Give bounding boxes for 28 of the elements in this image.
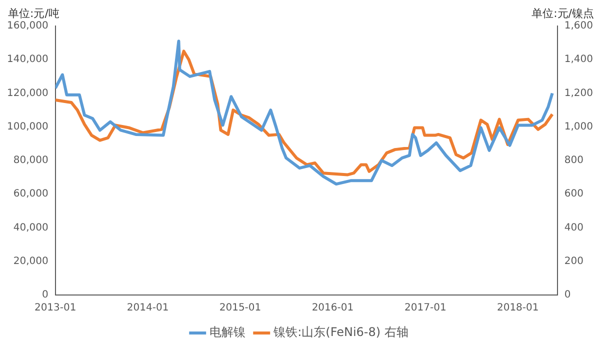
- y-tick-label: 160,000: [6, 20, 48, 32]
- x-tick-label: 2014-01: [126, 302, 169, 314]
- y-tick-label: 60,000: [13, 188, 48, 200]
- legend-label: 电解镍: [210, 325, 246, 340]
- x-tick-label: 2018-01: [496, 302, 539, 314]
- x-tick-label: 2015-01: [219, 302, 262, 314]
- x-tick-label: 2017-01: [404, 302, 446, 314]
- y2-axis-title: 单位:元/镍点: [532, 6, 594, 21]
- x-tick-label: 2013-01: [34, 302, 76, 314]
- x-tick-label: 2016-01: [312, 302, 354, 314]
- y2-tick-label: 1,600: [564, 20, 594, 32]
- y2-tick-label: 400: [564, 222, 584, 234]
- y-tick-label: 100,000: [6, 121, 48, 132]
- y2-tick-label: 1,400: [564, 54, 594, 66]
- y2-tick-label: 200: [564, 256, 584, 267]
- y-tick-label: 40,000: [13, 222, 48, 234]
- y-axis-title: 单位:元/吨: [8, 6, 60, 21]
- y2-tick-label: 600: [564, 188, 584, 200]
- y-tick-label: 20,000: [13, 256, 48, 267]
- y-tick-label: 120,000: [6, 88, 48, 99]
- legend-label: 镍铁:山东(FeNi6-8) 右轴: [272, 325, 408, 340]
- y-tick-label: 80,000: [13, 155, 48, 166]
- y2-tick-label: 800: [564, 155, 584, 166]
- y-tick-label: 0: [42, 290, 48, 301]
- y-tick-label: 140,000: [6, 54, 48, 66]
- y2-tick-label: 0: [564, 290, 571, 301]
- y2-tick-label: 1,000: [564, 121, 594, 132]
- y2-tick-label: 1,200: [564, 88, 594, 99]
